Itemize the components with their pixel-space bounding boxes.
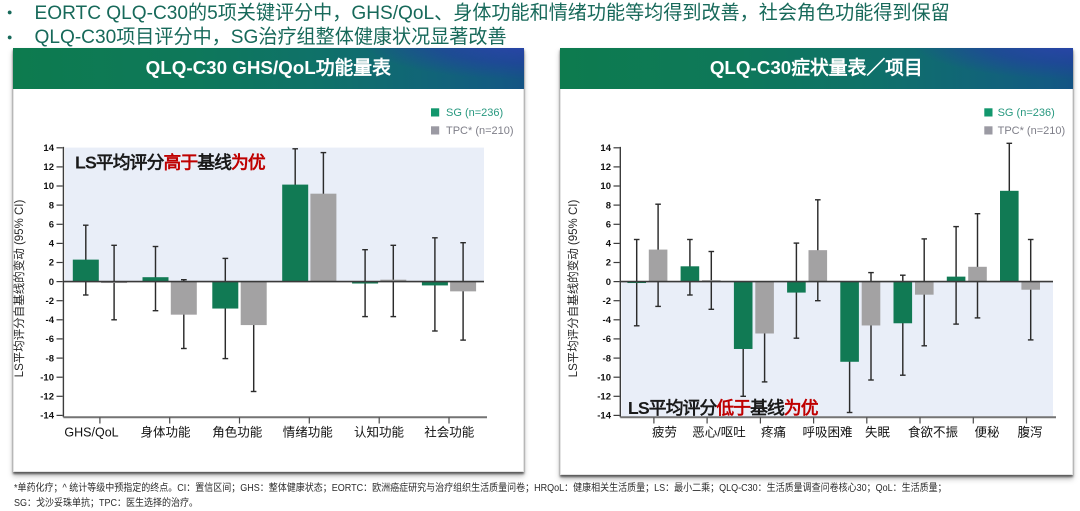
svg-text:恶心/呕吐: 恶心/呕吐 — [692, 426, 746, 440]
svg-text:SG (n=236): SG (n=236) — [998, 107, 1055, 119]
svg-text:0: 0 — [49, 277, 54, 288]
svg-text:-10: -10 — [40, 372, 54, 383]
svg-text:2: 2 — [606, 258, 611, 269]
svg-text:LS平均评分自基线的变动 (95% CI): LS平均评分自基线的变动 (95% CI) — [12, 200, 26, 378]
svg-text:12: 12 — [43, 162, 54, 173]
svg-text:10: 10 — [43, 181, 54, 192]
svg-text:-12: -12 — [40, 392, 54, 403]
svg-text:腹泻: 腹泻 — [1017, 426, 1042, 440]
svg-text:-4: -4 — [603, 315, 612, 326]
svg-text:LS平均评分自基线的变动 (95% CI): LS平均评分自基线的变动 (95% CI) — [566, 200, 580, 378]
svg-text:-14: -14 — [597, 411, 611, 422]
svg-text:10: 10 — [600, 181, 611, 192]
svg-text:-4: -4 — [46, 315, 55, 326]
svg-text:-8: -8 — [603, 353, 611, 364]
svg-text:身体功能: 身体功能 — [140, 425, 191, 440]
svg-text:角色功能: 角色功能 — [212, 425, 263, 440]
svg-text:TPC* (n=210): TPC* (n=210) — [446, 125, 514, 137]
svg-text:SG (n=236): SG (n=236) — [446, 107, 503, 119]
svg-text:TPC* (n=210): TPC* (n=210) — [998, 125, 1066, 137]
svg-text:0: 0 — [606, 277, 611, 288]
svg-text:LS平均评分低于基线为优: LS平均评分低于基线为优 — [628, 397, 819, 418]
svg-text:-10: -10 — [597, 372, 611, 383]
svg-text:4: 4 — [49, 239, 55, 250]
svg-text:呼吸困难: 呼吸困难 — [802, 426, 852, 440]
svg-text:4: 4 — [606, 239, 612, 250]
svg-text:食欲不振: 食欲不振 — [908, 425, 959, 440]
svg-text:2: 2 — [49, 258, 54, 269]
svg-text:8: 8 — [49, 200, 54, 211]
svg-text:GHS/QoL: GHS/QoL — [64, 426, 118, 440]
svg-text:-2: -2 — [46, 296, 54, 307]
svg-text:8: 8 — [606, 200, 611, 211]
svg-text:-14: -14 — [40, 411, 54, 422]
svg-text:LS平均评分高于基线为优: LS平均评分高于基线为优 — [75, 151, 266, 172]
svg-text:社会功能: 社会功能 — [424, 425, 475, 440]
svg-text:6: 6 — [49, 220, 54, 231]
svg-text:认知功能: 认知功能 — [354, 426, 405, 440]
svg-text:-8: -8 — [46, 353, 54, 364]
svg-text:-6: -6 — [46, 334, 54, 345]
svg-text:疼痛: 疼痛 — [761, 425, 786, 440]
svg-text:-6: -6 — [603, 334, 611, 345]
svg-text:12: 12 — [600, 162, 611, 173]
svg-text:-2: -2 — [603, 296, 611, 307]
svg-text:-12: -12 — [597, 392, 611, 403]
svg-text:失眠: 失眠 — [865, 425, 891, 440]
svg-text:14: 14 — [43, 143, 54, 154]
svg-text:6: 6 — [606, 220, 611, 231]
svg-text:14: 14 — [600, 143, 611, 154]
svg-text:便秘: 便秘 — [974, 426, 1000, 440]
svg-text:疲劳: 疲劳 — [652, 425, 677, 440]
svg-text:情绪功能: 情绪功能 — [283, 426, 334, 440]
